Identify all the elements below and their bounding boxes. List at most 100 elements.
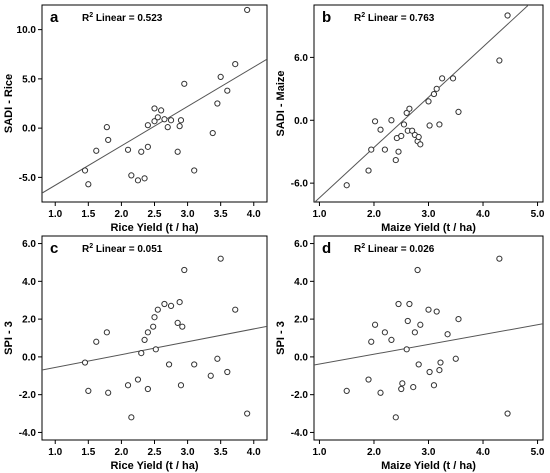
r-squared-prefix: R [82,13,90,24]
x-axis-title: Rice Yield (t / ha) [110,222,198,234]
data-point [377,126,384,133]
data-point [398,385,405,393]
x-axis-title: Maize Yield (t / ha) [381,460,476,472]
data-point [417,141,424,148]
data-point [144,143,151,150]
data-point [181,266,188,274]
data-point [165,361,173,368]
y-axis-title: SADI - Rice [3,74,15,133]
data-point [151,118,158,125]
r-squared-value: Linear = 0.523 [93,13,163,24]
data-point [388,117,395,124]
data-point [399,380,406,387]
data-point [439,75,446,82]
data-point [209,129,216,137]
x-tick-label: 3.0 [181,209,195,220]
y-tick-label: 6.0 [294,239,308,250]
r-squared-value: Linear = 0.026 [365,244,435,255]
data-point [444,331,451,338]
data-point [174,148,181,155]
x-tick-label: 1.0 [312,447,326,458]
x-tick-label: 3.5 [214,209,228,220]
data-point [371,118,379,125]
data-point [232,61,239,68]
y-tick-label: 0.0 [294,116,308,127]
y-tick-label: 4.0 [22,277,36,288]
data-point [177,382,185,389]
x-tick-label: 4.0 [476,447,490,458]
x-axis-title: Maize Yield (t / ha) [381,222,476,234]
data-point [406,300,413,308]
data-point [167,302,175,309]
chart-panel-d: 1.0 2.0 3.0 4.0 5.0 -4.0 -2.0 0.0 2.0 4.0 6.0 Maize… [275,235,545,472]
data-point [150,323,157,330]
y-tick-label: 6.0 [294,53,308,64]
x-tick-label: 3.0 [422,447,436,458]
data-point [144,122,151,129]
x-tick-label: 2.0 [367,209,381,220]
y-axis-title: SADI - Maize [275,70,287,136]
data-point [214,355,221,362]
data-point [504,410,511,417]
data-point [368,338,375,345]
data-point [141,336,148,343]
y-tick-label: -6.0 [291,179,309,190]
y-tick-label: -4.0 [19,428,37,439]
data-point [134,376,142,383]
y-axis-title: SPI - 3 [3,321,15,355]
r-squared-value: Linear = 0.051 [93,244,163,255]
data-point [395,148,402,155]
data-point [141,175,148,182]
x-tick-label: 3.0 [422,209,436,220]
data-point [433,85,440,92]
r-squared-annotation: R2 Linear = 0.523 [82,12,163,24]
data-point [377,389,384,396]
panel-letter: c [50,240,58,257]
data-point [455,316,462,323]
r-squared-superscript: 2 [361,243,365,250]
data-point [433,308,440,315]
data-point [158,107,165,114]
data-point [191,167,198,174]
data-point [371,321,379,328]
data-point [103,124,110,131]
chart-panel-a: 1.0 1.5 2.0 2.5 3.0 3.5 4.0 -5.0 0.0 5.0 10.0 Rice … [3,4,268,234]
data-point [85,181,92,188]
x-tick-label: 2.5 [148,447,162,458]
r-squared-superscript: 2 [89,243,93,250]
data-point [430,90,438,98]
data-point [174,319,181,326]
x-tick-label: 2.0 [114,209,128,220]
y-tick-label: 6.0 [22,239,36,250]
x-tick-label: 1.5 [81,209,95,220]
y-tick-label: -2.0 [19,390,37,401]
data-point [207,372,214,379]
plot-frame [41,4,268,203]
data-point [425,98,432,105]
data-point [144,329,151,336]
data-point [425,306,432,313]
x-tick-label: 2.5 [148,209,162,220]
r-squared-annotation: R2 Linear = 0.763 [354,12,435,24]
data-point [452,355,459,362]
x-tick-label: 2.0 [367,447,381,458]
data-point [161,300,168,308]
data-point [449,75,457,82]
data-point [410,384,417,391]
r-squared-prefix: R [354,13,362,24]
data-point [496,255,503,262]
data-point [504,12,511,19]
data-point [176,299,183,306]
data-point [244,410,251,417]
r-squared-prefix: R [354,244,362,255]
x-tick-label: 1.0 [48,209,62,220]
data-point [179,323,186,330]
x-tick-label: 1.5 [81,447,95,458]
data-point [151,314,158,321]
data-point [403,109,410,117]
data-point [343,387,350,394]
y-axis-title: SPI - 3 [275,321,287,355]
data-point [167,117,175,124]
r-squared-superscript: 2 [89,12,93,19]
